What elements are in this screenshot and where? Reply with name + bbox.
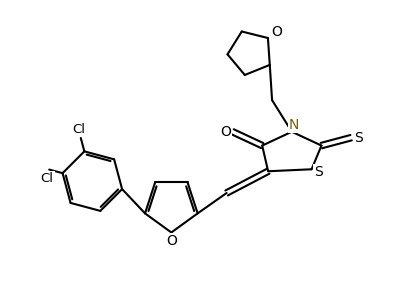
Text: S: S [314, 165, 323, 179]
Text: O: O [166, 234, 177, 248]
Text: Cl: Cl [72, 123, 85, 136]
Text: O: O [220, 125, 231, 139]
Text: O: O [271, 25, 282, 39]
Text: S: S [354, 131, 363, 145]
Text: Cl: Cl [41, 172, 54, 185]
Text: N: N [289, 118, 299, 132]
